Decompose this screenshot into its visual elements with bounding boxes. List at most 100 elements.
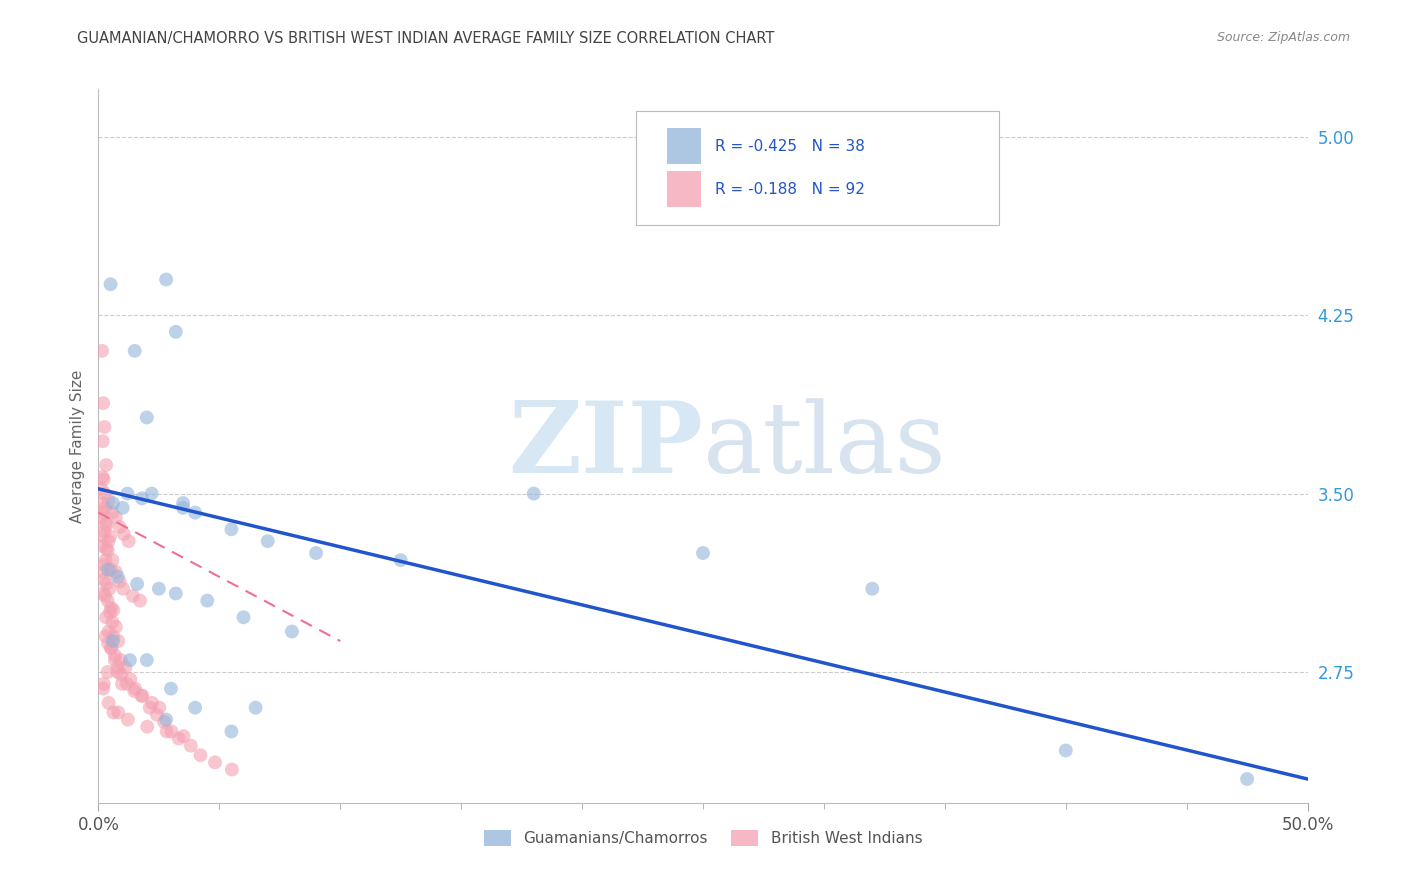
Point <box>127 577 149 591</box>
Point <box>103 706 125 720</box>
Point <box>111 677 134 691</box>
Point <box>114 660 136 674</box>
Point <box>141 486 163 500</box>
Point <box>141 696 163 710</box>
Point <box>131 491 153 506</box>
Point <box>1236 772 1258 786</box>
Point <box>281 624 304 639</box>
Point <box>138 700 160 714</box>
Point <box>117 713 139 727</box>
Point <box>97 665 120 679</box>
Point <box>96 610 118 624</box>
Point <box>94 517 117 532</box>
Point <box>256 534 278 549</box>
Point <box>101 506 124 520</box>
Point <box>221 724 243 739</box>
Point <box>107 570 129 584</box>
Point <box>110 653 132 667</box>
Point <box>165 325 187 339</box>
Point <box>172 500 194 515</box>
Point <box>107 634 129 648</box>
Point <box>91 565 114 579</box>
Point <box>180 739 202 753</box>
Point <box>93 558 115 572</box>
Point <box>91 506 114 520</box>
FancyBboxPatch shape <box>666 128 700 164</box>
Point <box>97 636 120 650</box>
Point <box>129 593 152 607</box>
Point <box>165 586 187 600</box>
Point <box>104 620 127 634</box>
Point <box>167 731 190 746</box>
Point <box>121 589 143 603</box>
Point <box>172 496 194 510</box>
Point <box>1054 743 1077 757</box>
Point <box>135 410 157 425</box>
Point <box>108 574 131 589</box>
Point <box>107 660 129 674</box>
Point <box>97 543 120 558</box>
Y-axis label: Average Family Size: Average Family Size <box>69 369 84 523</box>
Point <box>221 763 243 777</box>
Point <box>190 748 212 763</box>
Point <box>103 629 125 643</box>
Point <box>204 756 226 770</box>
Point <box>104 565 127 579</box>
Point <box>91 470 114 484</box>
Point <box>100 277 122 292</box>
Point <box>155 272 177 286</box>
Text: atlas: atlas <box>703 398 946 494</box>
Point <box>97 593 120 607</box>
Point <box>135 653 157 667</box>
Point <box>91 434 114 449</box>
Point <box>98 582 121 596</box>
Text: Source: ZipAtlas.com: Source: ZipAtlas.com <box>1216 31 1350 45</box>
Point <box>305 546 328 560</box>
Point <box>97 493 120 508</box>
Point <box>94 553 117 567</box>
Text: R = -0.188   N = 92: R = -0.188 N = 92 <box>716 182 865 196</box>
Point <box>94 500 117 515</box>
Point <box>108 520 131 534</box>
Legend: Guamanians/Chamorros, British West Indians: Guamanians/Chamorros, British West India… <box>478 824 928 852</box>
Text: ZIP: ZIP <box>508 398 703 494</box>
Point <box>90 539 112 553</box>
Point <box>90 510 112 524</box>
Point <box>184 506 207 520</box>
Point <box>94 589 117 603</box>
Point <box>97 696 120 710</box>
Point <box>96 458 118 472</box>
Point <box>93 524 115 539</box>
Point <box>97 624 120 639</box>
FancyBboxPatch shape <box>637 111 1000 225</box>
Point <box>115 677 138 691</box>
Point <box>91 681 114 696</box>
Point <box>136 720 159 734</box>
Point <box>118 653 141 667</box>
Point <box>93 420 115 434</box>
Point <box>155 713 177 727</box>
Point <box>96 577 118 591</box>
Point <box>117 486 139 500</box>
Point <box>146 707 169 722</box>
Point <box>131 689 153 703</box>
Point <box>148 700 170 714</box>
Point <box>104 510 127 524</box>
Point <box>122 684 145 698</box>
Point <box>96 541 118 556</box>
Point <box>232 610 254 624</box>
Point <box>93 486 115 500</box>
Point <box>100 563 122 577</box>
Point <box>105 665 128 679</box>
Point <box>221 522 243 536</box>
Point <box>131 689 153 703</box>
Point <box>98 529 121 543</box>
Point <box>100 641 122 656</box>
Point <box>124 343 146 358</box>
Point <box>118 534 141 549</box>
Point <box>245 700 267 714</box>
Point <box>389 553 412 567</box>
Text: GUAMANIAN/CHAMORRO VS BRITISH WEST INDIAN AVERAGE FAMILY SIZE CORRELATION CHART: GUAMANIAN/CHAMORRO VS BRITISH WEST INDIA… <box>77 31 775 46</box>
Point <box>523 486 546 500</box>
Point <box>100 641 122 656</box>
